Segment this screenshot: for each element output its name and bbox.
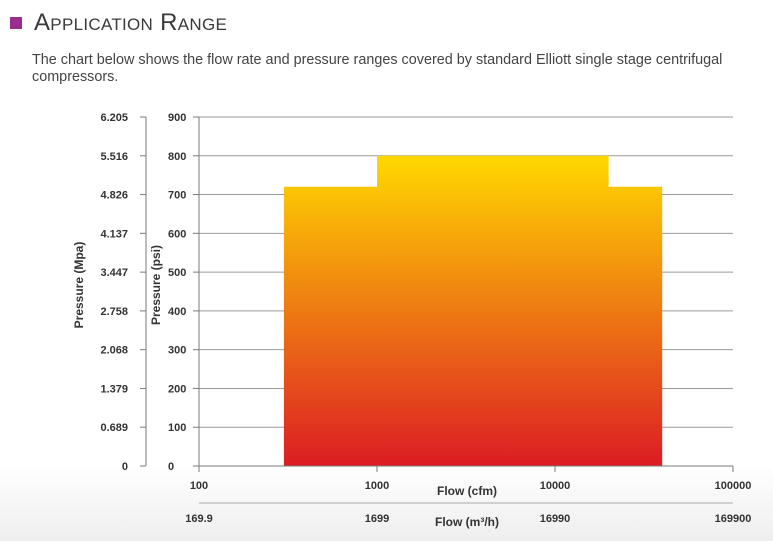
axes: 0 0 100 0.689 200 1.379 300 2.068 400 2.758 500 3.4… [72,112,751,529]
x-axis-title-cfm: Flow (cfm) [437,484,497,498]
y-tick-label-psi: 0 [168,461,174,473]
page-title: Application Range [34,9,228,36]
y-tick-label-mpa: 2.068 [100,345,128,357]
y-tick-label-mpa: 4.137 [100,228,128,240]
y-tick-label-psi: 200 [168,383,186,395]
y-tick-label-mpa: 6.205 [100,112,128,124]
y-tick-label-mpa: 2.758 [100,306,128,318]
y-tick-label-psi: 600 [168,228,186,240]
x-tick-label-cfm: 100000 [715,480,752,492]
y-tick-label-mpa: 3.447 [100,267,128,279]
y-axis-title-psi: Pressure (psi) [149,245,163,325]
y-tick-label-psi: 900 [168,112,186,124]
x-tick-label-cfm: 10000 [540,480,571,492]
x-tick-label-cfm: 1000 [365,480,389,492]
y-axis-title-mpa: Pressure (Mpa) [72,242,86,329]
y-tick-label-psi: 700 [168,190,186,202]
y-tick-label-mpa: 4.826 [100,190,128,202]
y-tick-label-psi: 800 [168,151,186,163]
y-tick-label-mpa: 1.379 [100,383,128,395]
x-tick-label-cfm: 100 [190,480,208,492]
x-tick-label-m3h: 1699 [365,513,389,525]
x-tick-label-m3h: 169.9 [185,513,213,525]
x-tick-label-m3h: 16990 [540,513,571,525]
intro-paragraph: The chart below shows the flow rate and … [32,52,723,85]
y-tick-label-mpa: 0.689 [100,422,128,434]
y-tick-label-psi: 500 [168,267,186,279]
y-tick-label-mpa: 5.516 [100,151,128,163]
square-bullet-icon [10,17,22,29]
operating-range-area [283,155,663,467]
y-tick-label-psi: 300 [168,345,186,357]
section-heading: Application Range [10,6,227,40]
y-tick-label-psi: 100 [168,422,186,434]
x-axis-title-m3h: Flow (m³/h) [435,515,499,529]
y-tick-label-psi: 400 [168,306,186,318]
y-tick-label-mpa: 0 [122,461,128,473]
x-tick-label-m3h: 169900 [715,513,752,525]
